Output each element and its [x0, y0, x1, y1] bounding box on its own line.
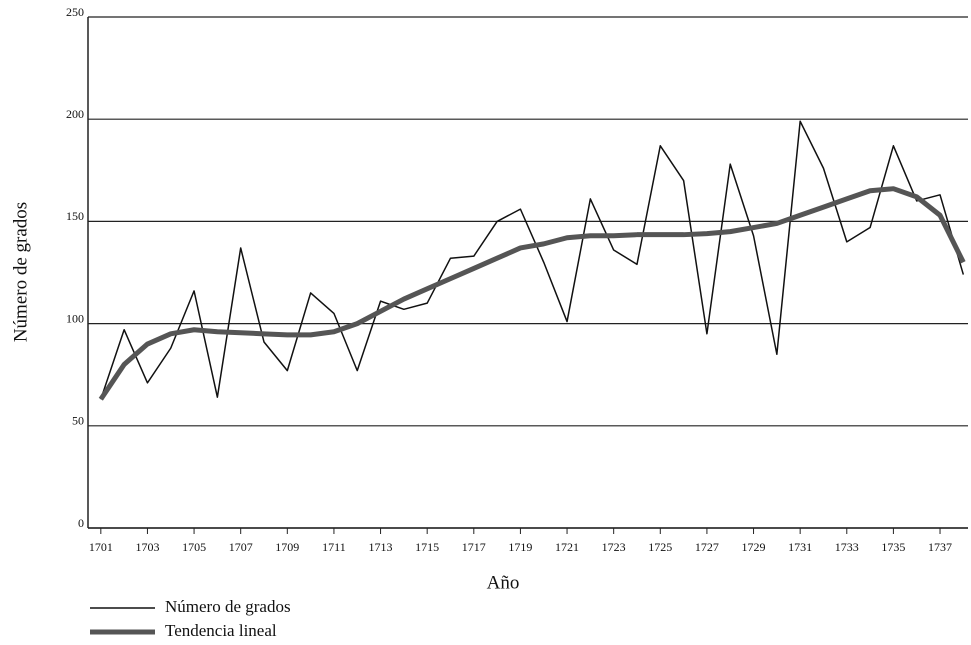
- x-tick-label: 1725: [648, 540, 672, 554]
- x-tick-label: 1705: [182, 540, 206, 554]
- y-axis-label: Número de grados: [10, 202, 31, 342]
- y-tick-label: 0: [78, 516, 84, 530]
- y-tick-label: 100: [66, 311, 84, 325]
- legend-label: Tendencia lineal: [165, 621, 277, 640]
- x-tick-label: 1735: [881, 540, 905, 554]
- x-tick-label: 1711: [322, 540, 346, 554]
- x-tick-label: 1737: [928, 540, 952, 554]
- x-tick-label: 1709: [275, 540, 299, 554]
- x-tick-label: 1721: [555, 540, 579, 554]
- line-series: [98, 186, 966, 401]
- line-series: [100, 120, 965, 400]
- y-tick-label: 200: [66, 107, 84, 121]
- x-tick-label: 1715: [415, 540, 439, 554]
- x-tick-label: 1727: [695, 540, 719, 554]
- y-tick-label: 150: [66, 209, 84, 223]
- x-tick-label: 1723: [602, 540, 626, 554]
- x-tick-label: 1713: [369, 540, 393, 554]
- y-tick-label: 250: [66, 5, 84, 19]
- x-tick-label: 1717: [462, 540, 486, 554]
- x-tick-label: 1729: [742, 540, 766, 554]
- x-tick-label: 1731: [788, 540, 812, 554]
- x-axis-label: Año: [487, 572, 520, 593]
- x-tick-label: 1703: [135, 540, 159, 554]
- y-tick-label: 50: [72, 414, 84, 428]
- x-tick-label: 1701: [89, 540, 113, 554]
- x-tick-label: 1719: [508, 540, 532, 554]
- x-tick-label: 1707: [229, 540, 253, 554]
- legend-label: Número de grados: [165, 597, 291, 616]
- x-tick-label: 1733: [835, 540, 859, 554]
